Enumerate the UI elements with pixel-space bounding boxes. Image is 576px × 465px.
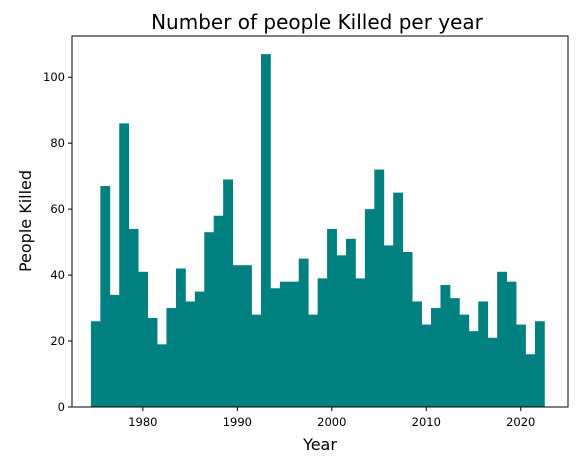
- y-tick-label: 20: [50, 334, 65, 348]
- bar-2013: [449, 298, 460, 407]
- bar-1994: [270, 288, 281, 407]
- y-axis-label: People Killed: [16, 170, 35, 272]
- bar-2007: [393, 192, 404, 407]
- bar-2018: [497, 271, 507, 407]
- bar-1978: [119, 123, 130, 407]
- bar-1981: [147, 317, 158, 407]
- y-tick-label: 60: [50, 202, 65, 216]
- bar-2004: [364, 209, 375, 407]
- bar-2005: [374, 169, 385, 407]
- bar-2014: [459, 314, 470, 407]
- x-tick-label: 1990: [223, 415, 252, 429]
- bar-2019: [506, 281, 517, 407]
- y-tick-label: 100: [43, 70, 65, 84]
- bar-2020: [516, 324, 526, 407]
- x-tick-label: 2000: [317, 415, 346, 429]
- bar-1984: [175, 268, 186, 407]
- bar-1995: [279, 281, 290, 407]
- bar-1992: [251, 314, 262, 407]
- bars-group: [90, 54, 545, 407]
- bar-1997: [298, 258, 309, 407]
- bar-1996: [289, 281, 300, 407]
- plot-frame: [71, 35, 569, 408]
- x-axis-ticks: 1980 1990 2000 2010 2020: [128, 407, 535, 429]
- chart-title: Number of people Killed per year: [151, 10, 484, 34]
- bar-1986: [194, 291, 205, 407]
- bar-1990: [232, 265, 243, 407]
- bar-2011: [431, 308, 441, 407]
- bar-2016: [478, 301, 489, 407]
- bar-2000: [327, 228, 337, 407]
- bar-1999: [317, 278, 328, 407]
- bar-2012: [440, 284, 451, 407]
- bar-2009: [412, 301, 422, 407]
- bar-1991: [242, 265, 252, 407]
- y-tick-label: 40: [50, 268, 65, 282]
- y-axis-ticks: 0 20 40 60 80 100: [43, 70, 72, 414]
- bar-1985: [185, 301, 196, 407]
- bar-2002: [345, 238, 356, 407]
- bar-2017: [487, 337, 498, 407]
- bar-2010: [421, 324, 432, 407]
- bar-1983: [166, 308, 177, 407]
- x-tick-label: 1980: [128, 415, 157, 429]
- bar-1977: [109, 294, 120, 407]
- bar-1989: [223, 179, 234, 407]
- bar-1988: [213, 215, 224, 407]
- bar-2021: [525, 354, 536, 407]
- bar-1980: [138, 271, 148, 407]
- bar-2015: [468, 331, 479, 407]
- bar-1987: [204, 232, 215, 407]
- bar-2022: [534, 321, 545, 407]
- bar-2003: [355, 278, 366, 407]
- bar-1976: [100, 186, 111, 407]
- bar-1993: [260, 54, 271, 407]
- bar-1982: [157, 344, 167, 407]
- bar-1975: [90, 321, 101, 407]
- bar-1998: [308, 314, 319, 407]
- y-tick-label: 80: [50, 136, 65, 150]
- bar-1979: [128, 228, 139, 407]
- x-axis-label: Year: [302, 435, 337, 454]
- x-tick-label: 2010: [412, 415, 441, 429]
- y-tick-label: 0: [58, 400, 65, 414]
- bar-2006: [383, 245, 394, 407]
- bar-2001: [336, 255, 347, 407]
- bar-2008: [402, 252, 413, 407]
- x-tick-label: 2020: [506, 415, 535, 429]
